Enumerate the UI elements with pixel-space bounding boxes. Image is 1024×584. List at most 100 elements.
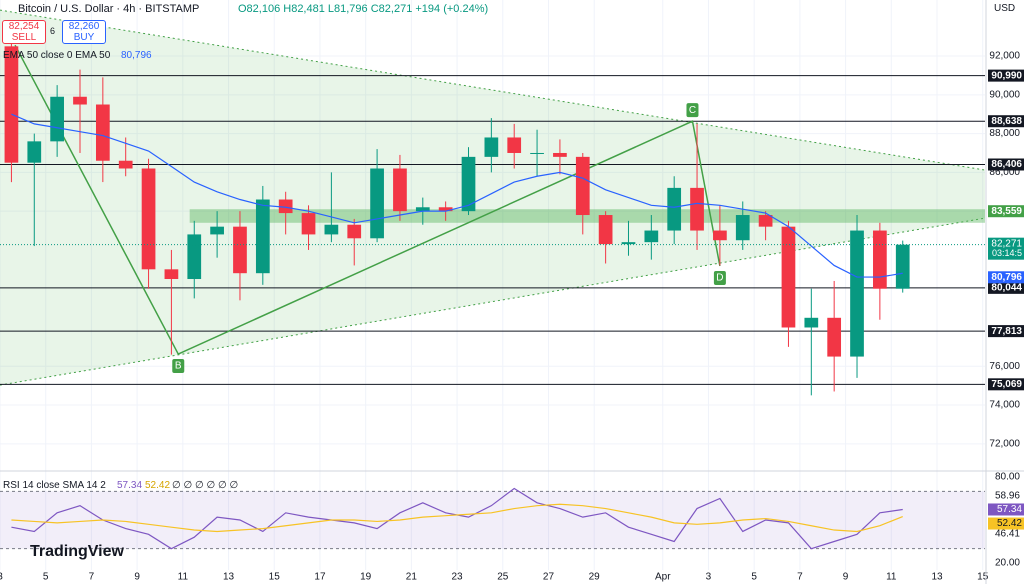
buy-button[interactable]: 82,260 BUY <box>62 20 106 44</box>
level-badge <box>988 158 1024 171</box>
y-tick-label: 88,000 <box>989 128 1020 139</box>
candle-body <box>393 168 407 212</box>
x-tick-label: 15 <box>269 572 281 583</box>
x-tick-label: 3 <box>706 572 712 583</box>
rsi-last: 57.34 <box>997 504 1022 515</box>
sma-badge <box>988 517 1024 530</box>
candle-body <box>73 96 87 105</box>
rsi-legend-value: 57.34 <box>117 480 143 491</box>
x-tick-label: 29 <box>589 572 601 583</box>
rsi-tick-label: 80.00 <box>995 472 1020 483</box>
zone <box>189 209 985 223</box>
x-tick-label: 21 <box>406 572 418 583</box>
x-tick-label: 3 <box>0 572 3 583</box>
triangle-lower <box>0 217 986 386</box>
series-line <box>11 503 903 533</box>
y-tick-label: 86,000 <box>989 167 1020 178</box>
candle-body <box>415 207 430 212</box>
symbol[interactable]: Bitcoin / U.S. Dollar · 4h · BITSTAMP <box>18 3 200 15</box>
candle-body <box>118 160 133 169</box>
pattern-line <box>14 44 721 356</box>
candle-body <box>95 104 110 161</box>
ema-legend: EMA 50 close 0 EMA 50 <box>3 50 111 61</box>
zone-label: 83,559 <box>991 206 1022 217</box>
x-tick-label: 11 <box>886 572 897 583</box>
x-tick-label: 15 <box>977 572 989 583</box>
rsi-legend: RSI 14 close SMA 14 2 <box>3 480 106 491</box>
y-tick-label: 90,000 <box>989 89 1020 100</box>
y-tick-label: 92,000 <box>989 51 1020 62</box>
ema-label: 80,796 <box>991 272 1022 283</box>
level-label: 90,990 <box>991 70 1022 81</box>
level-label: 77,813 <box>991 326 1022 337</box>
candle-body <box>598 215 613 245</box>
x-tick-label: 13 <box>931 572 943 583</box>
ema-label-badge <box>988 271 1024 284</box>
y-tick-label: 74,000 <box>989 400 1020 411</box>
level-badge <box>988 69 1024 82</box>
level-badge <box>988 378 1024 391</box>
candle-body <box>758 215 773 227</box>
candle-body <box>324 224 339 235</box>
pattern-badge <box>172 359 185 374</box>
triangle-fill <box>0 10 985 386</box>
sell-label: SELL <box>11 32 37 43</box>
candle-body <box>575 156 590 216</box>
candle-body <box>370 168 384 239</box>
candle-body <box>255 199 270 274</box>
candle-body <box>233 226 247 274</box>
buy-label: BUY <box>73 32 95 43</box>
level-badge <box>988 281 1024 294</box>
y-tick-label: 72,000 <box>989 438 1020 449</box>
candle-body <box>461 156 476 212</box>
candle-body <box>781 226 796 328</box>
x-tick-label: 5 <box>751 572 757 583</box>
rsi-badge <box>988 503 1024 516</box>
rsi-band <box>0 491 985 549</box>
x-tick-label: Apr <box>655 572 671 583</box>
candle-body <box>530 152 544 154</box>
level-badge <box>988 325 1024 338</box>
x-tick-label: 5 <box>43 572 49 583</box>
level-label: 88,638 <box>991 116 1022 127</box>
candle-body <box>438 207 453 212</box>
currency: USD <box>994 3 1016 14</box>
candle-body <box>895 244 910 289</box>
current-label: 82,271 <box>991 238 1022 249</box>
sell-button[interactable]: 82,254 SELL <box>2 20 46 44</box>
level-label: 75,069 <box>991 379 1022 390</box>
rsi-extra: ∅ ∅ ∅ ∅ ∅ ∅ <box>172 480 239 491</box>
x-tick-label: 9 <box>134 572 140 583</box>
candle-body <box>164 269 179 280</box>
level-badge <box>988 115 1024 128</box>
candle-body <box>187 234 202 280</box>
candle-body <box>667 187 682 231</box>
x-tick-label: 19 <box>360 572 372 583</box>
candle-body <box>27 141 42 163</box>
candle-body <box>713 230 727 241</box>
x-tick-label: 7 <box>89 572 95 583</box>
spread: 6 <box>50 26 56 36</box>
candle-body <box>621 242 636 245</box>
candle-body <box>301 213 316 235</box>
pattern-label: C <box>689 105 696 116</box>
candle-body <box>553 152 567 157</box>
rsi-axis-label: 58.96 <box>995 491 1020 502</box>
candle-body <box>507 137 522 153</box>
series-line <box>11 113 903 278</box>
candle-body <box>850 230 864 357</box>
candle-body <box>50 96 64 142</box>
zone-label-badge <box>988 205 1024 218</box>
candle-body <box>347 224 362 239</box>
pattern-badge <box>686 103 699 118</box>
current-badge <box>988 237 1024 260</box>
sma-last: 52.42 <box>997 518 1022 529</box>
candle-body <box>735 215 750 241</box>
ema-legend-value: 80,796 <box>121 50 152 61</box>
x-tick-label: 9 <box>843 572 849 583</box>
y-tick-label: 76,000 <box>989 361 1020 372</box>
countdown: 03:14:5 <box>992 248 1022 258</box>
sell-price: 82,254 <box>8 21 40 32</box>
